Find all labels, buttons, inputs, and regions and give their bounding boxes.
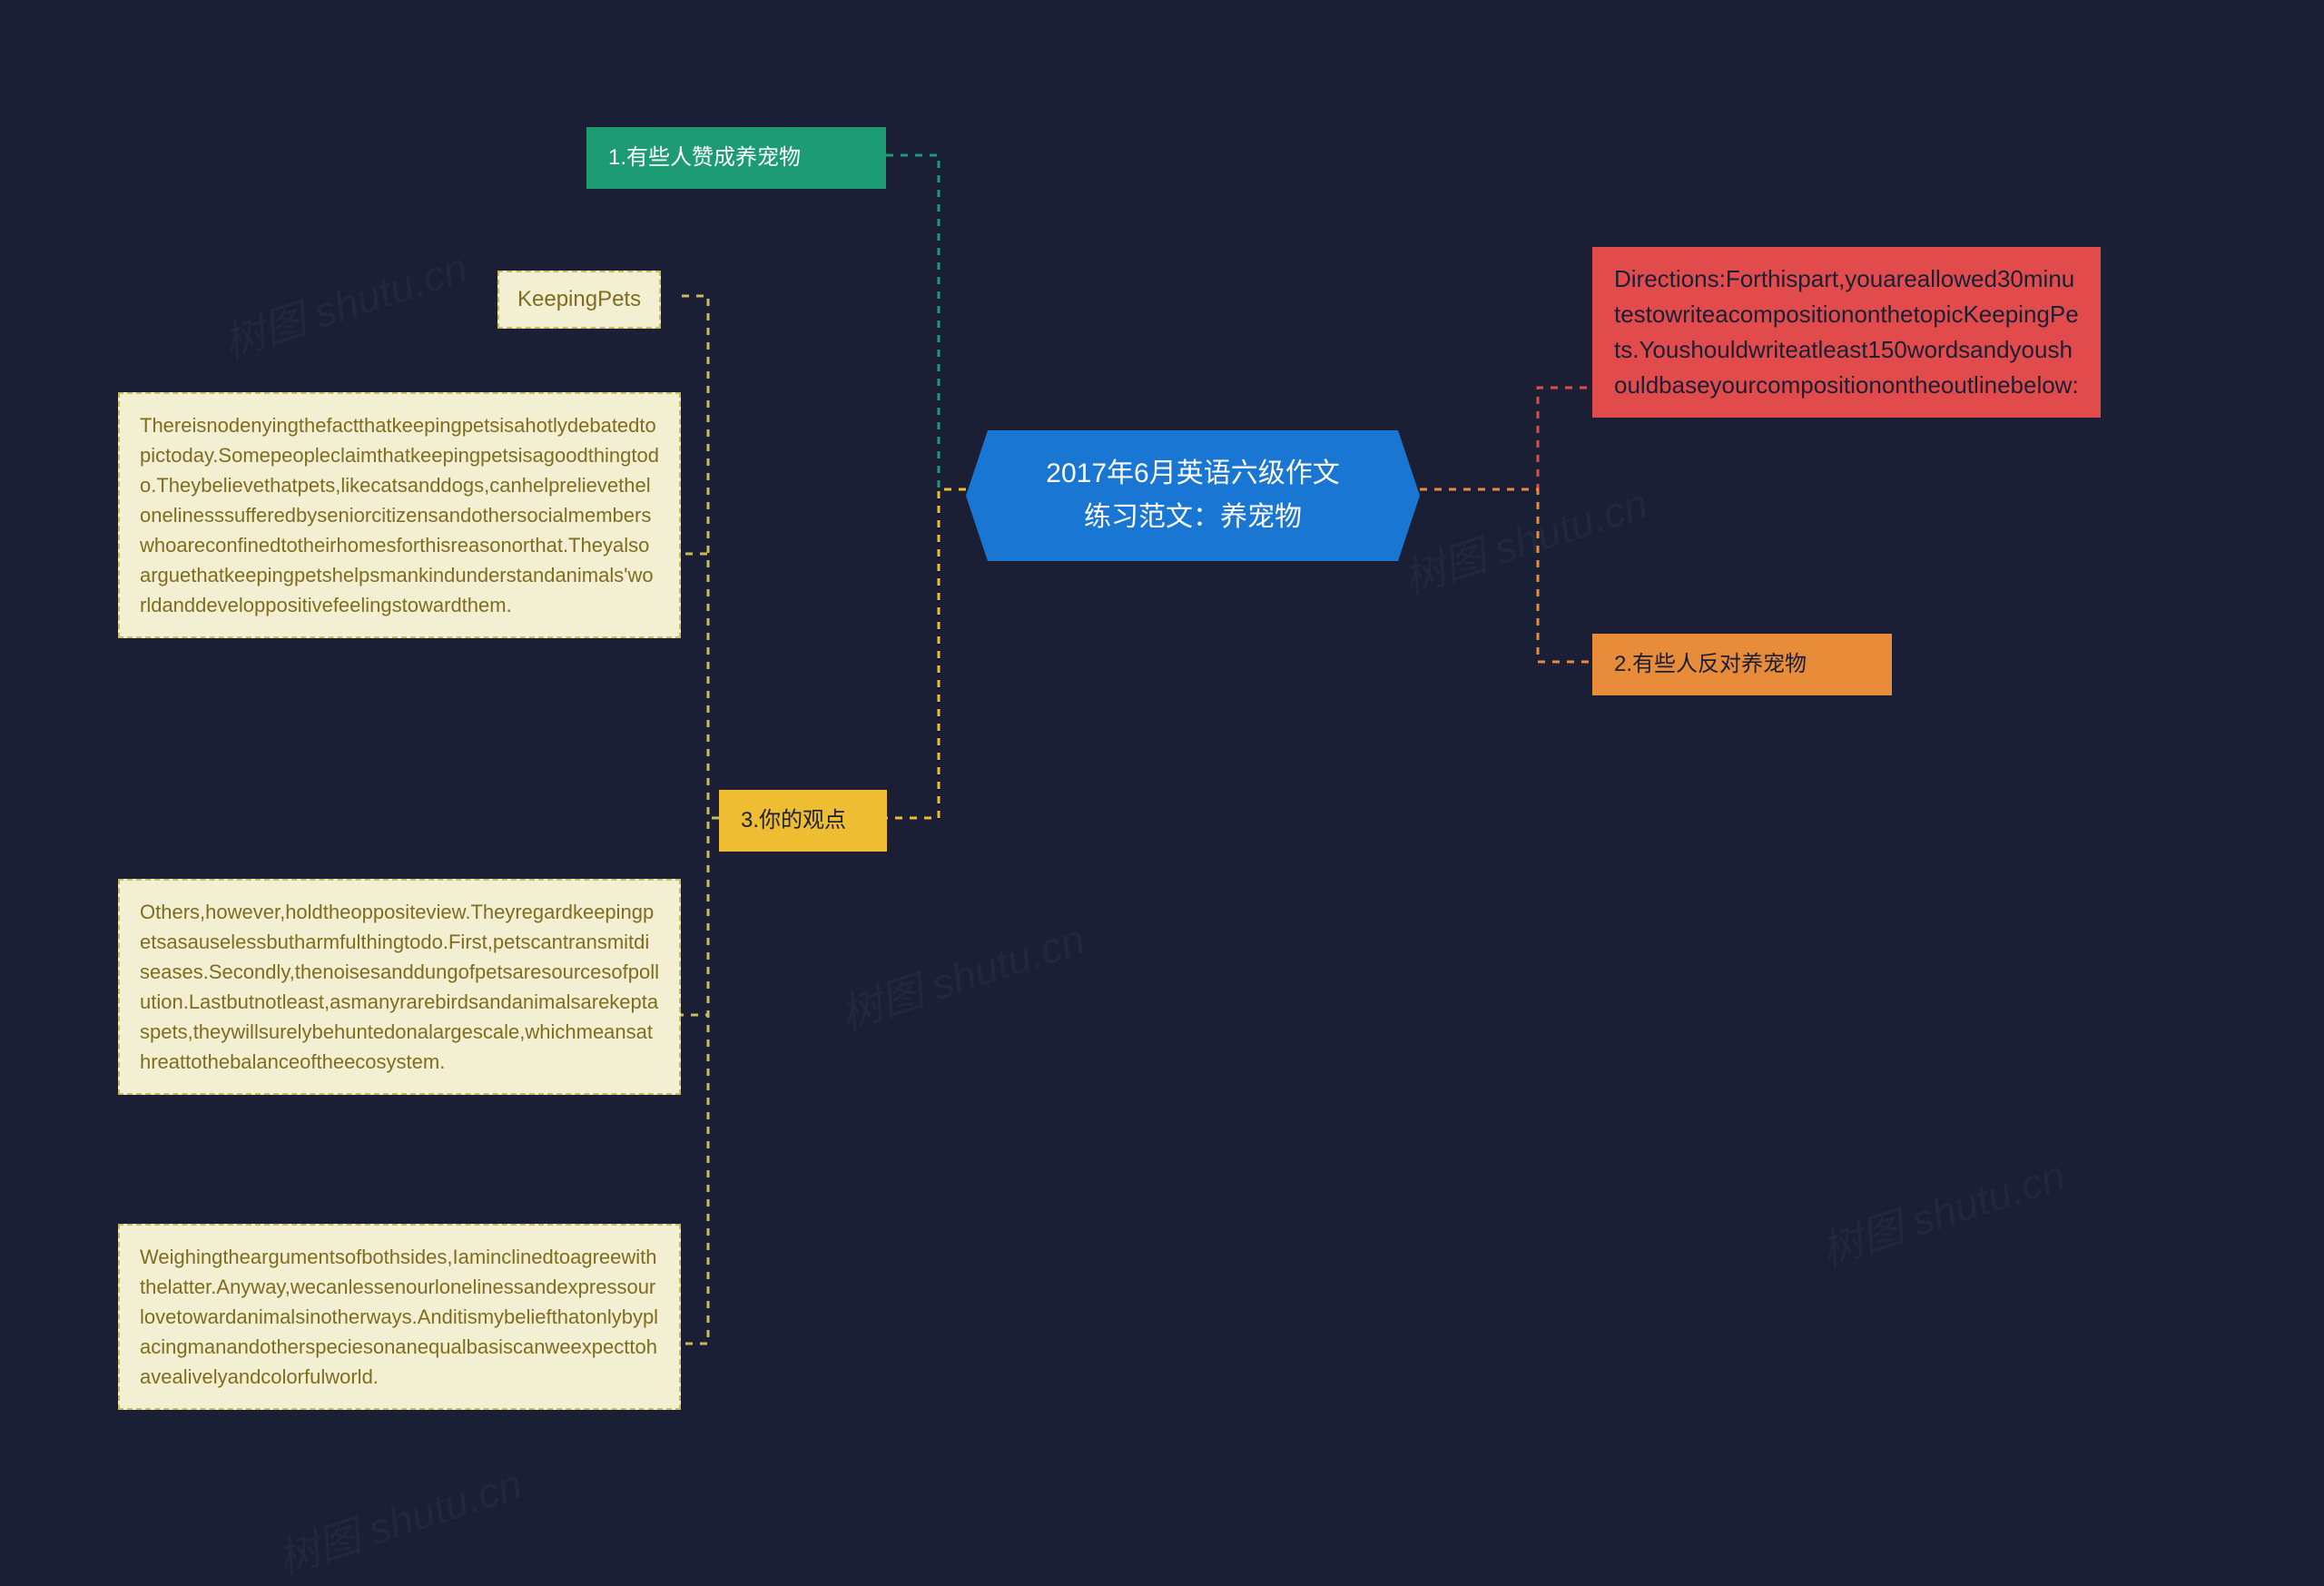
connector xyxy=(1420,489,1592,662)
node-para1-text: Thereisnodenyingthefactthatkeepingpetsis… xyxy=(140,414,659,616)
root-line1: 2017年6月英语六级作文 xyxy=(1046,458,1339,488)
connector xyxy=(681,554,719,818)
node-para2: Others,however,holdtheoppositeview.Theyr… xyxy=(118,879,681,1095)
node-support-pets: 1.有些人赞成养宠物 xyxy=(586,127,886,189)
node-para2-text: Others,however,holdtheoppositeview.Theyr… xyxy=(140,901,659,1073)
root-node: 2017年6月英语六级作文 练习范文：养宠物 xyxy=(966,430,1420,561)
node-keeping-pets: KeepingPets xyxy=(497,271,661,329)
connector xyxy=(886,155,966,489)
connector xyxy=(679,296,719,818)
node-directions-text: Directions:Forthispart,youareallowed30mi… xyxy=(1614,265,2079,399)
node-keeping-pets-text: KeepingPets xyxy=(517,287,641,311)
node-against-pets-text: 2.有些人反对养宠物 xyxy=(1614,652,1807,676)
node-your-view: 3.你的观点 xyxy=(719,790,887,852)
node-para3: Weighingtheargumentsofbothsides,Iamincli… xyxy=(118,1224,681,1410)
connector xyxy=(887,489,966,818)
root-line2: 练习范文：养宠物 xyxy=(1084,502,1302,532)
node-para1: Thereisnodenyingthefactthatkeepingpetsis… xyxy=(118,392,681,638)
connector xyxy=(681,818,719,1344)
node-para3-text: Weighingtheargumentsofbothsides,Iamincli… xyxy=(140,1246,658,1388)
node-directions: Directions:Forthispart,youareallowed30mi… xyxy=(1592,247,2101,418)
watermark: 树图 shutu.cn xyxy=(215,235,474,370)
watermark: 树图 shutu.cn xyxy=(1813,1143,2072,1278)
node-your-view-text: 3.你的观点 xyxy=(741,808,846,832)
connector xyxy=(1420,388,1592,489)
watermark: 树图 shutu.cn xyxy=(832,907,1091,1042)
watermark: 树图 shutu.cn xyxy=(270,1452,528,1586)
connector xyxy=(681,818,719,1015)
node-support-pets-text: 1.有些人赞成养宠物 xyxy=(608,145,801,170)
watermark: 树图 shutu.cn xyxy=(1395,471,1654,606)
node-against-pets: 2.有些人反对养宠物 xyxy=(1592,634,1892,695)
